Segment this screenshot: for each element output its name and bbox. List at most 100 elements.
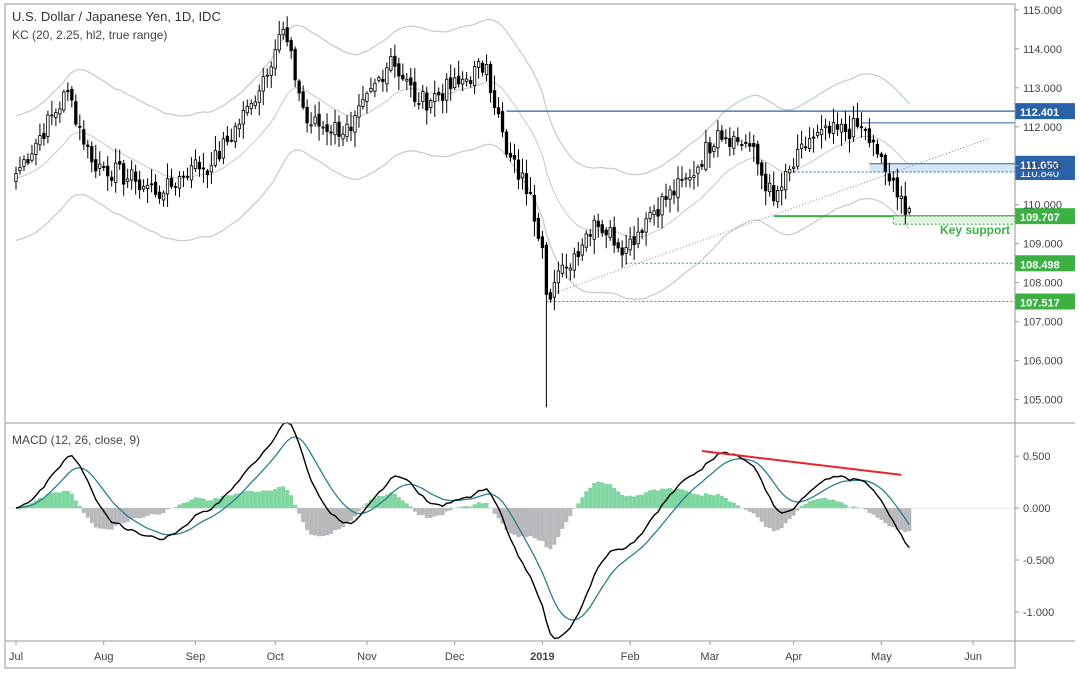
candle <box>130 170 132 180</box>
macd-histogram-bar <box>612 488 616 508</box>
macd-histogram-bar <box>628 496 632 508</box>
candle <box>701 164 703 166</box>
candle <box>182 176 184 177</box>
y-tick-label: 114.000 <box>1023 44 1062 56</box>
candle <box>673 191 675 195</box>
macd-histogram-bar <box>285 490 289 508</box>
macd-histogram-bar <box>158 508 162 514</box>
candle <box>174 187 176 188</box>
candle <box>35 143 37 154</box>
chart-title: U.S. Dollar / Japanese Yen, 1D, IDC <box>12 9 221 24</box>
macd-histogram-bar <box>265 491 269 509</box>
candle <box>717 131 719 148</box>
candle <box>665 196 667 199</box>
macd-histogram-bar <box>277 487 281 508</box>
macd-histogram-bar <box>580 497 584 508</box>
candle <box>342 134 344 139</box>
candle <box>294 49 296 80</box>
candle <box>649 213 651 219</box>
macd-histogram-bar <box>624 496 628 508</box>
candle <box>366 93 368 101</box>
candle <box>202 168 204 169</box>
macd-histogram-bar <box>724 498 728 508</box>
candle <box>876 144 878 154</box>
macd-histogram-bar <box>150 508 154 514</box>
candle <box>852 118 854 136</box>
candle <box>134 172 136 181</box>
macd-histogram-bar <box>656 490 660 508</box>
x-tick-label: Feb <box>621 651 640 663</box>
candle <box>43 133 45 138</box>
candle <box>573 254 575 270</box>
candle <box>477 61 479 67</box>
macd-histogram-bar <box>110 508 114 530</box>
candle <box>290 40 292 50</box>
macd-histogram-bar <box>828 500 832 508</box>
candle <box>79 126 81 127</box>
macd-histogram-bar <box>253 492 257 508</box>
candle <box>19 167 21 170</box>
macd-histogram-bar <box>744 508 748 510</box>
macd-histogram-bar <box>70 494 74 509</box>
candle <box>314 117 316 124</box>
candle <box>414 82 416 102</box>
macd-histogram-bar <box>197 498 201 508</box>
macd-histogram-bar <box>245 491 249 508</box>
macd-histogram-bar <box>824 498 828 508</box>
candle <box>733 136 735 148</box>
macd-histogram-bar <box>808 501 812 508</box>
candle <box>637 232 639 244</box>
candle <box>653 211 655 215</box>
candle <box>900 196 902 198</box>
macd-histogram-bar <box>393 494 397 508</box>
macd-histogram-bar <box>752 508 756 513</box>
candle <box>721 131 723 140</box>
candle <box>525 174 527 194</box>
candle <box>745 142 747 143</box>
candle <box>27 159 29 162</box>
macd-histogram-bar <box>780 508 784 528</box>
candle <box>868 129 870 143</box>
macd-histogram-bar <box>341 508 345 527</box>
candle <box>469 81 471 84</box>
candle <box>190 166 192 180</box>
candle <box>589 235 591 237</box>
candle <box>828 126 830 133</box>
candle <box>677 179 679 198</box>
macd-histogram-bar <box>313 508 317 535</box>
candle <box>848 129 850 138</box>
candle <box>713 147 715 152</box>
candle <box>565 267 567 268</box>
candle <box>63 92 65 110</box>
macd-histogram-bar <box>736 505 740 508</box>
macd-histogram-bar <box>648 490 652 508</box>
macd-histogram-bar <box>524 508 528 537</box>
candle <box>884 155 886 171</box>
candle <box>71 89 73 100</box>
x-tick-label: Apr <box>785 651 802 663</box>
candle <box>840 124 842 132</box>
candle <box>725 138 727 139</box>
candle <box>186 176 188 177</box>
candle <box>908 209 910 213</box>
candle <box>406 79 408 81</box>
macd-histogram-bar <box>732 503 736 508</box>
macd-histogram-bar <box>600 482 604 508</box>
candle <box>106 166 108 176</box>
candle <box>242 110 244 124</box>
candle <box>457 76 459 84</box>
macd-histogram-bar <box>800 506 804 508</box>
candle <box>326 125 328 132</box>
macd-histogram-bar <box>620 495 624 508</box>
macd-histogram-bar <box>293 505 297 508</box>
candle <box>318 114 320 126</box>
macd-histogram-bar <box>421 508 425 515</box>
macd-histogram-bar <box>477 502 481 508</box>
candle <box>533 195 535 221</box>
macd-histogram-bar <box>189 500 193 509</box>
macd-histogram-bar <box>74 500 78 508</box>
macd-histogram-bar <box>516 508 520 537</box>
candle <box>334 123 336 135</box>
